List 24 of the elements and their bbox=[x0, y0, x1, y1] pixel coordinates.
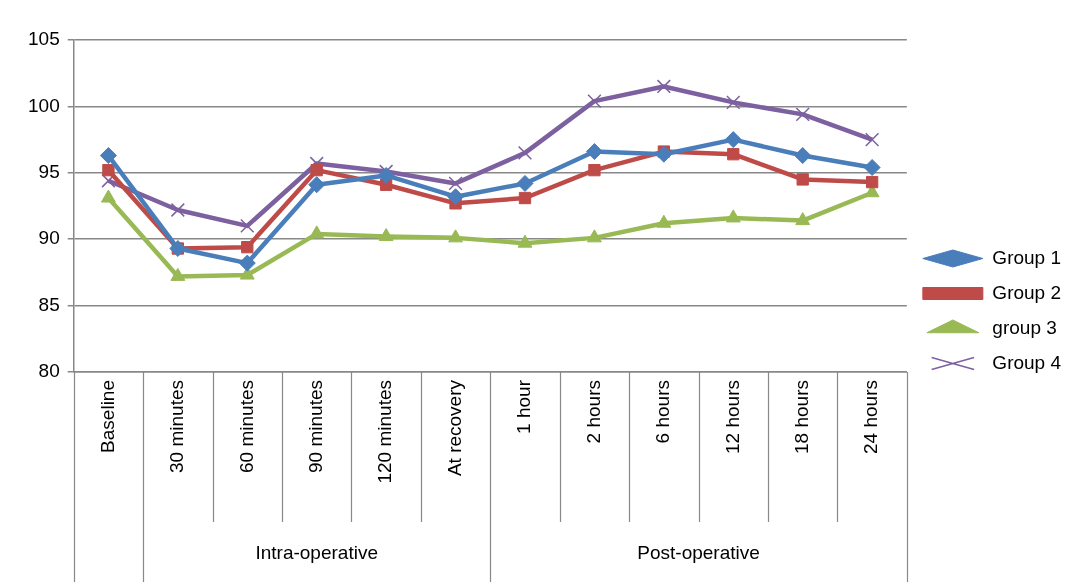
x-tick-label: 6 hours bbox=[652, 380, 674, 444]
x-tick-label: 60 minutes bbox=[235, 380, 257, 473]
legend-label: group 3 bbox=[992, 316, 1057, 338]
x-tick-label: 12 hours bbox=[721, 380, 743, 454]
y-tick-label: 80 bbox=[38, 360, 60, 382]
y-tick-label: 105 bbox=[28, 28, 60, 50]
x-tick-label: 24 hours bbox=[860, 380, 882, 454]
y-tick-label: 100 bbox=[28, 94, 60, 116]
text: Post-operative bbox=[637, 542, 760, 564]
x-tick-label: 120 minutes bbox=[374, 380, 396, 484]
legend-label: Group 2 bbox=[992, 281, 1061, 303]
y-tick-label: 85 bbox=[38, 293, 60, 315]
x-tick-label: 90 minutes bbox=[304, 380, 326, 473]
x-tick-label: 30 minutes bbox=[166, 380, 188, 473]
text: Intra-operative bbox=[255, 542, 378, 564]
x-tick-label: 1 hour bbox=[513, 379, 535, 434]
x-tick-label: 2 hours bbox=[582, 380, 604, 444]
x-tick-label: At recovery bbox=[443, 379, 465, 477]
x-tick-label: 18 hours bbox=[790, 380, 812, 454]
legend-label: Group 4 bbox=[992, 351, 1062, 373]
y-tick-label: 95 bbox=[38, 161, 60, 183]
legend-label: Group 1 bbox=[992, 246, 1061, 268]
y-tick-label: 90 bbox=[38, 227, 60, 249]
x-tick-label: Baseline bbox=[96, 380, 118, 453]
